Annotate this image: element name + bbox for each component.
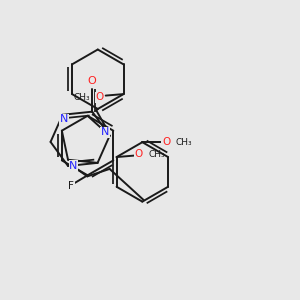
- Text: F: F: [68, 181, 74, 191]
- Text: N: N: [69, 161, 78, 171]
- Text: CH₃: CH₃: [176, 138, 192, 147]
- Text: O: O: [162, 137, 170, 147]
- Text: N: N: [101, 127, 110, 137]
- Text: O: O: [135, 149, 143, 159]
- Text: CH₃: CH₃: [74, 93, 90, 102]
- Text: O: O: [88, 76, 97, 86]
- Text: O: O: [96, 92, 104, 102]
- Text: N: N: [60, 114, 68, 124]
- Text: CH₃: CH₃: [148, 150, 165, 159]
